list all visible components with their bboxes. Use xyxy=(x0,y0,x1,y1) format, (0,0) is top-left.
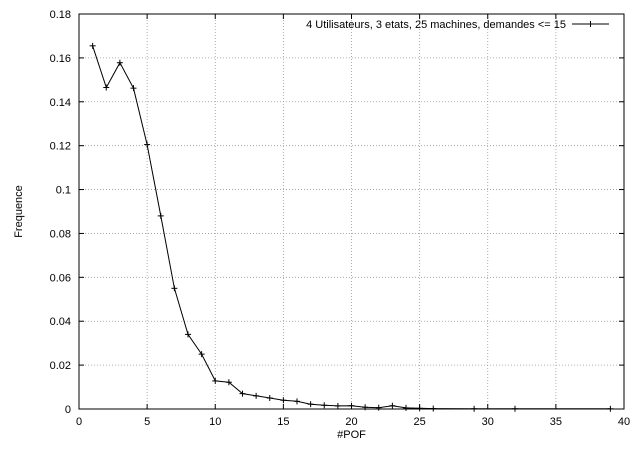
data-point-marker xyxy=(403,404,409,411)
legend-plus-marker xyxy=(587,21,594,27)
data-point-marker xyxy=(144,141,151,148)
y-tick-label: 0.12 xyxy=(50,141,71,153)
series-layer xyxy=(89,42,614,412)
data-point-marker xyxy=(471,405,478,412)
plot-frame xyxy=(78,13,625,410)
x-tick-label: 25 xyxy=(414,416,426,428)
data-point-marker xyxy=(239,390,246,397)
data-point-marker xyxy=(130,85,137,92)
legend-label: 4 Utilisateurs, 3 etats, 25 machines, de… xyxy=(306,19,566,31)
data-point-marker xyxy=(103,84,110,91)
data-point-marker xyxy=(116,59,123,66)
x-tick-label: 10 xyxy=(209,416,221,428)
x-tick-label: 0 xyxy=(76,416,82,428)
data-point-marker xyxy=(512,405,518,412)
y-axis-label: Frequence xyxy=(13,185,25,238)
data-point-marker xyxy=(185,331,191,338)
data-point-marker xyxy=(389,402,396,409)
y-tick-label: 0 xyxy=(65,404,71,416)
y-tick-label: 0.08 xyxy=(50,228,71,240)
grid-lines xyxy=(79,14,624,409)
legend: 4 Utilisateurs, 3 etats, 25 machines, de… xyxy=(306,19,609,31)
x-axis-label: #POF xyxy=(337,429,366,441)
x-tick-label: 40 xyxy=(618,416,630,428)
data-point-marker xyxy=(225,379,232,386)
data-point-marker xyxy=(212,377,219,384)
legend-marker xyxy=(587,21,594,27)
axis-ticks: 0 5 10 15 20 25 30 35 40 0 0.02 0.04 0.06 0.08 0.1 0.12… xyxy=(50,9,631,428)
data-point-marker xyxy=(157,212,164,219)
data-point-marker xyxy=(171,285,178,292)
y-tick-label: 0.16 xyxy=(50,53,71,65)
data-point-marker xyxy=(607,405,614,412)
data-point-marker xyxy=(294,398,300,405)
data-point-marker xyxy=(348,402,355,409)
data-point-marker xyxy=(334,402,341,409)
data-point-marker xyxy=(89,42,96,49)
x-tick-label: 35 xyxy=(550,416,562,428)
x-tick-label: 15 xyxy=(277,416,289,428)
data-point-marker xyxy=(430,405,437,412)
data-point-marker xyxy=(307,401,314,408)
data-point-marker xyxy=(280,397,287,404)
y-tick-label: 0.1 xyxy=(56,185,71,197)
data-point-marker xyxy=(321,402,328,409)
y-tick-label: 0.06 xyxy=(50,272,71,284)
y-tick-label: 0.04 xyxy=(50,316,71,328)
data-point-marker xyxy=(362,404,369,411)
x-tick-label: 30 xyxy=(482,416,494,428)
data-point-marker xyxy=(266,395,273,402)
y-tick-label: 0.02 xyxy=(50,360,71,372)
x-tick-label: 20 xyxy=(345,416,357,428)
x-tick-label: 5 xyxy=(144,416,150,428)
data-point-marker xyxy=(416,405,423,412)
y-tick-label: 0.18 xyxy=(50,9,71,21)
data-point-marker xyxy=(198,351,205,358)
y-tick-label: 0.14 xyxy=(50,97,71,109)
data-point-marker xyxy=(253,392,260,399)
data-point-marker xyxy=(375,404,382,411)
